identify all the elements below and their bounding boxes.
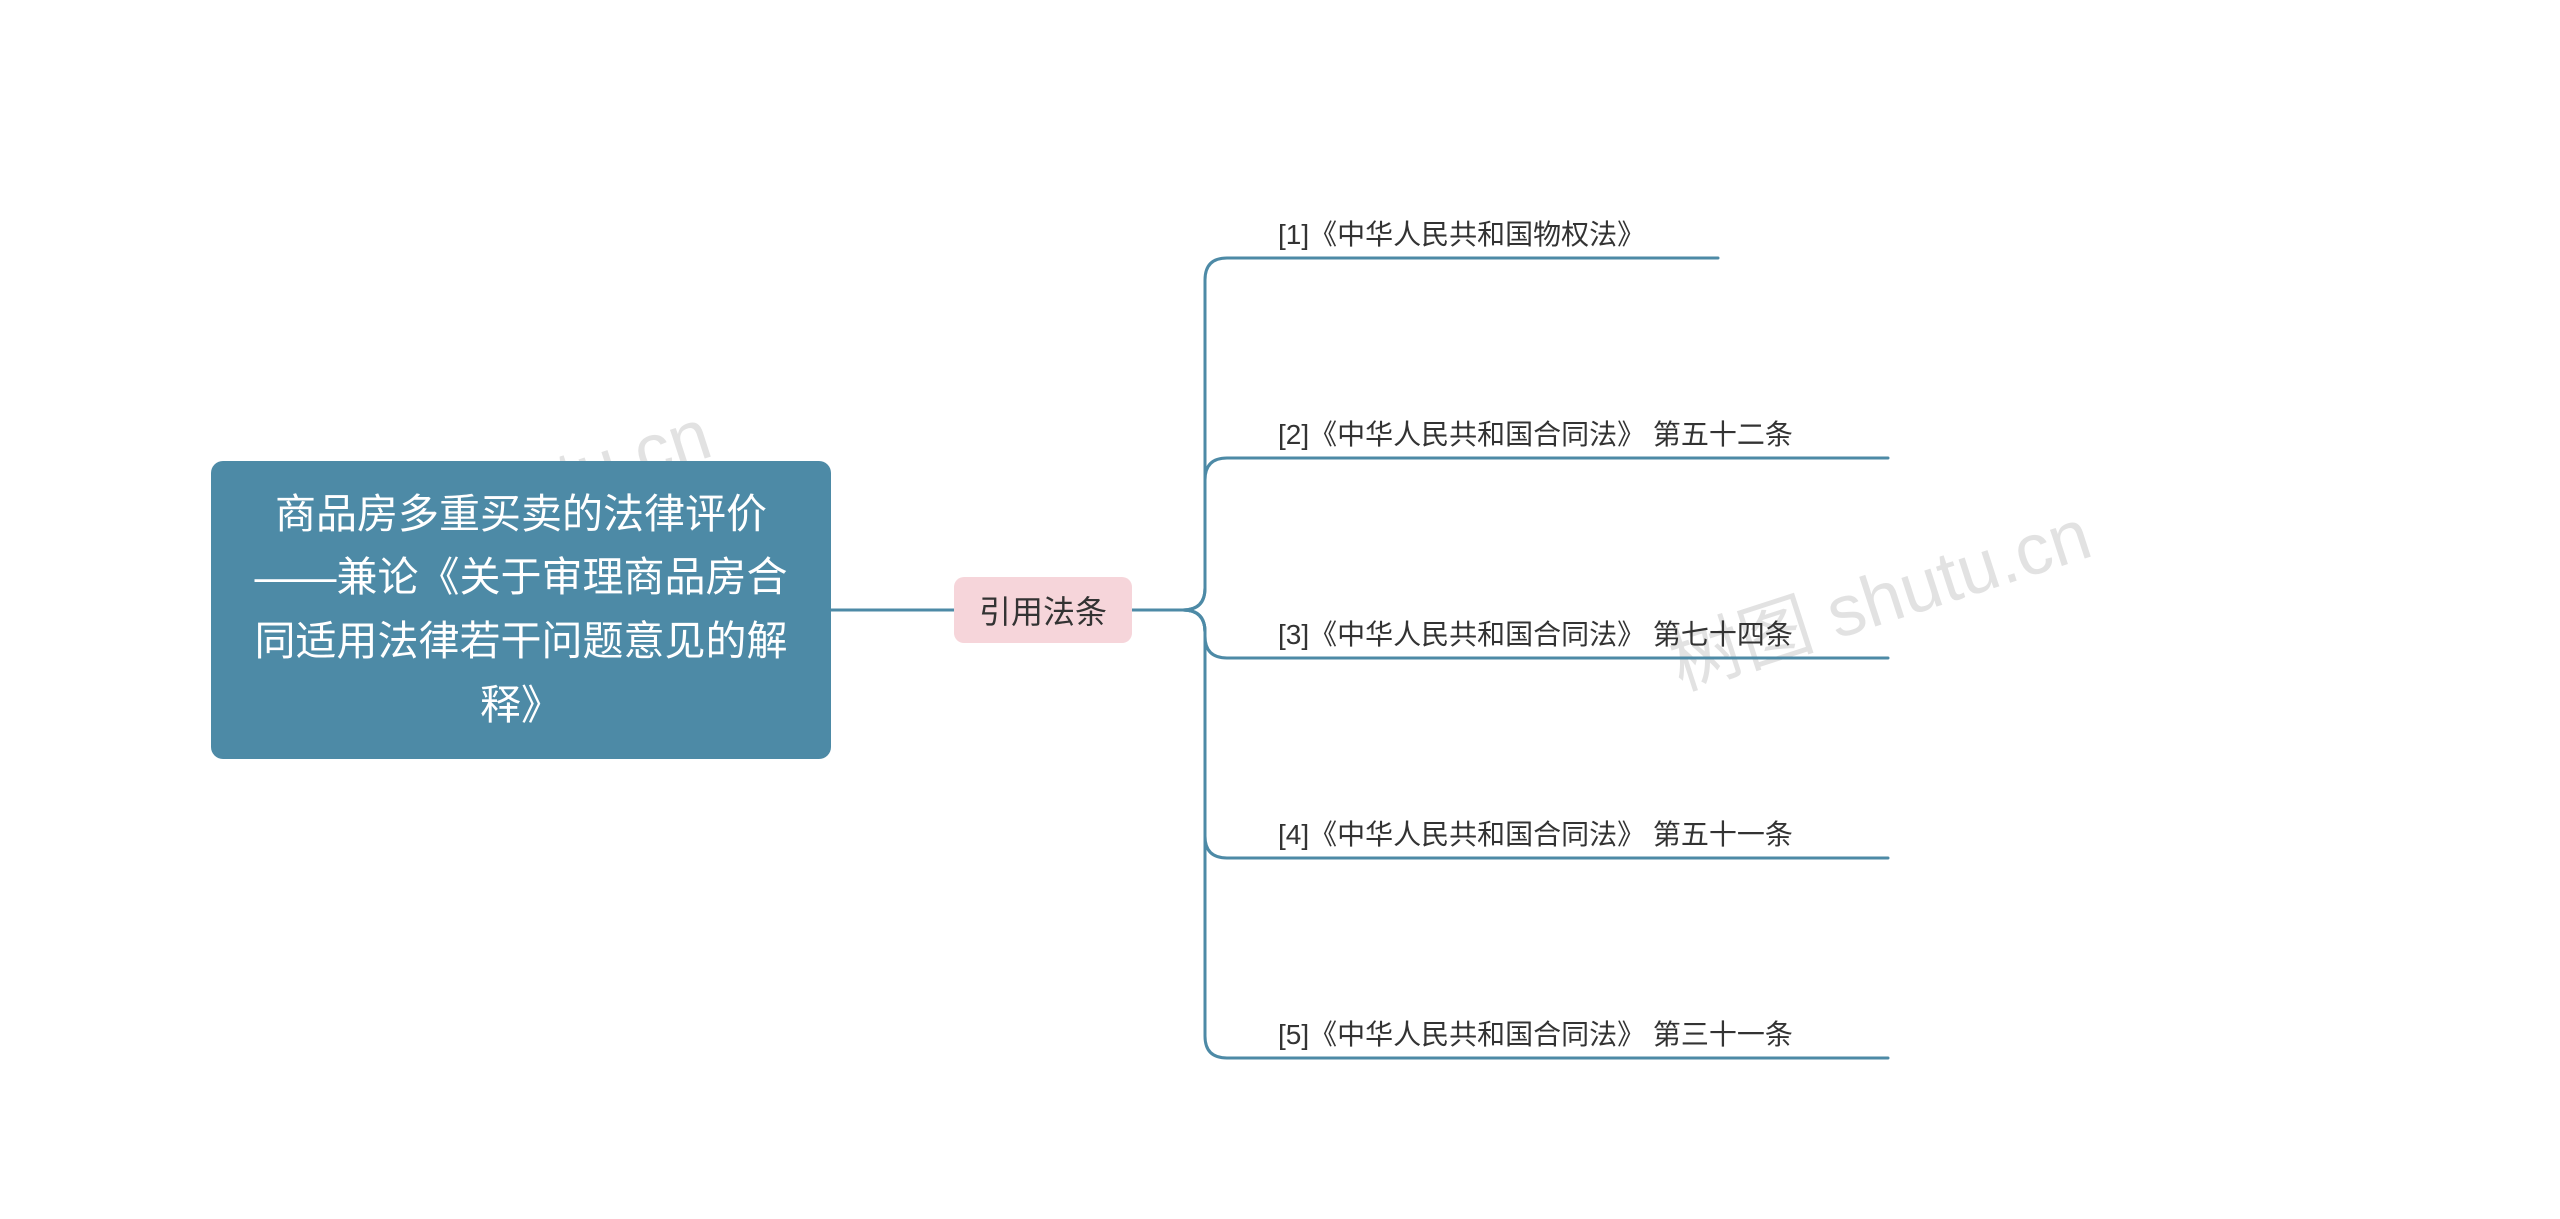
- leaf-node-3: [3]《中华人民共和国合同法》 第七十四条: [1278, 608, 1888, 658]
- leaf-node-4: [4]《中华人民共和国合同法》 第五十一条: [1278, 808, 1888, 858]
- leaf-node-1: [1]《中华人民共和国物权法》: [1278, 208, 1718, 258]
- mid-node-text: 引用法条: [979, 587, 1107, 633]
- root-node: 商品房多重买卖的法律评价——兼论《关于审理商品房合同适用法律若干问题意见的解释》: [211, 461, 831, 759]
- mid-node: 引用法条: [954, 577, 1132, 643]
- leaf-node-5: [5]《中华人民共和国合同法》 第三十一条: [1278, 1008, 1888, 1058]
- leaf-node-4-text: [4]《中华人民共和国合同法》 第五十一条: [1278, 813, 1793, 853]
- root-node-text: 商品房多重买卖的法律评价——兼论《关于审理商品房合同适用法律若干问题意见的解释》: [241, 483, 801, 737]
- leaf-node-5-text: [5]《中华人民共和国合同法》 第三十一条: [1278, 1013, 1793, 1053]
- leaf-node-1-text: [1]《中华人民共和国物权法》: [1278, 213, 1645, 253]
- mindmap-canvas: 树图 shutu.cn 树图 shutu.cn 商品房多重买卖的法律评价——兼论…: [0, 0, 2560, 1219]
- watermark-2: 树图 shutu.cn: [1654, 475, 2101, 710]
- leaf-node-3-text: [3]《中华人民共和国合同法》 第七十四条: [1278, 613, 1793, 653]
- leaf-node-2-text: [2]《中华人民共和国合同法》 第五十二条: [1278, 413, 1793, 453]
- leaf-node-2: [2]《中华人民共和国合同法》 第五十二条: [1278, 408, 1888, 458]
